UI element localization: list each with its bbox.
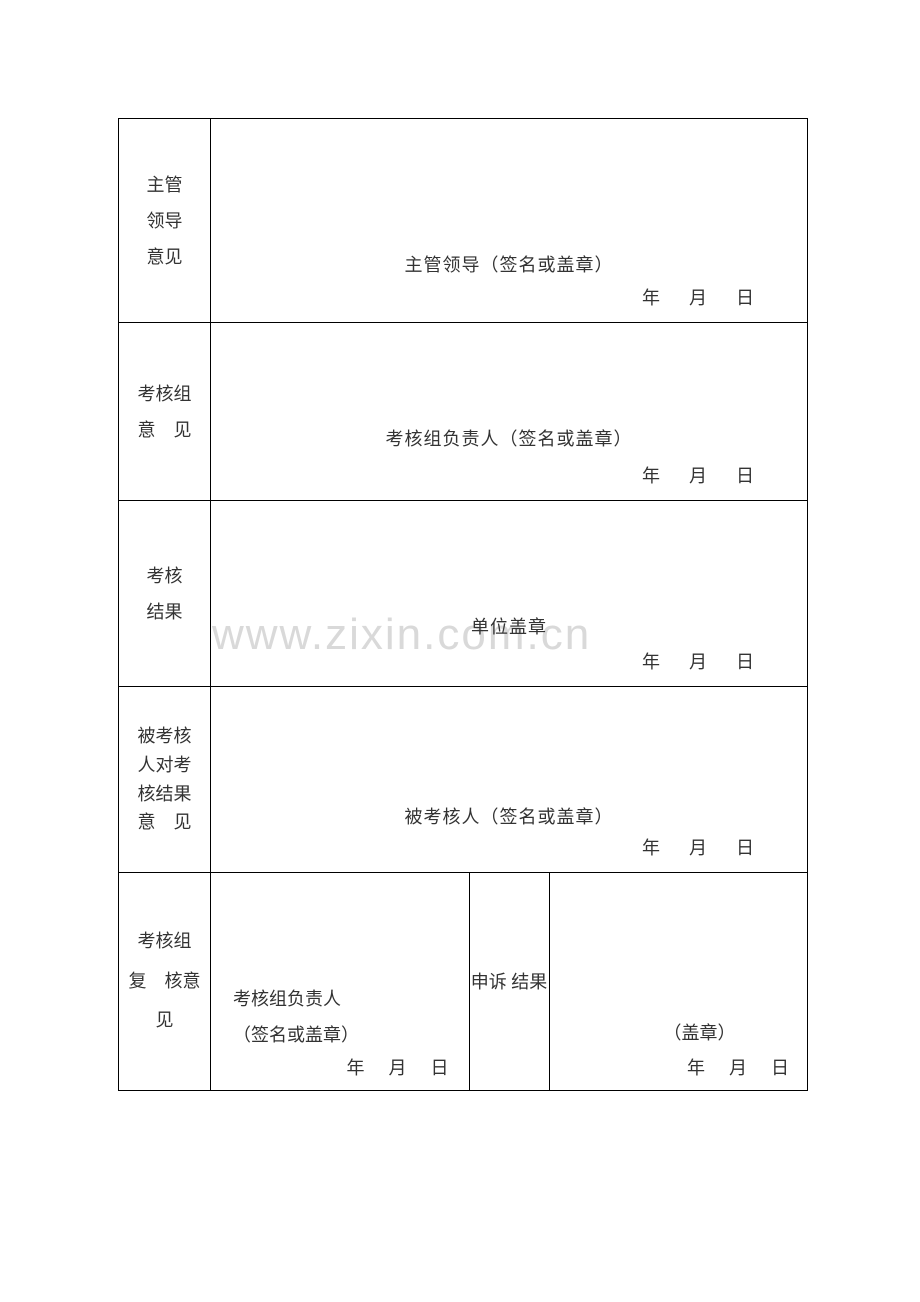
row2-date-line: 年月日 xyxy=(628,462,769,488)
row1-date-line: 年月日 xyxy=(628,284,769,310)
row1-date-day: 日 xyxy=(736,288,755,308)
row5-label-l3: 见 xyxy=(119,1001,210,1041)
row4-date-year: 年 xyxy=(642,838,661,858)
row3-date-year: 年 xyxy=(642,652,661,672)
row1-signature-text: 主管领导（签名或盖章） xyxy=(211,251,807,277)
row1-date-year: 年 xyxy=(642,288,661,308)
row2-label-l2: 意 见 xyxy=(119,412,210,448)
row3-label-l1: 考核 xyxy=(119,558,210,594)
row3-label-cell: 考核 结果 xyxy=(119,501,211,687)
row1-date-month: 月 xyxy=(689,288,708,308)
row1-label-l1: 主管 xyxy=(119,167,210,203)
row5-left-date-year: 年 xyxy=(347,1058,365,1078)
row5-left-sig-l1: 考核组负责人 xyxy=(233,981,359,1017)
row1-label-cell: 主管 领导 意见 xyxy=(119,119,211,323)
row5-left-content-cell: 考核组负责人 （签名或盖章） 年 月 日 xyxy=(211,873,470,1091)
row5-right-date-block: 年月日 xyxy=(675,1054,801,1080)
row2-date-day: 日 xyxy=(736,466,755,486)
row4-date-month: 月 xyxy=(689,838,708,858)
row5-left-date-month: 月 xyxy=(389,1058,407,1078)
row1-label-l3: 意见 xyxy=(119,239,210,275)
row5-left-date-block: 年月日 xyxy=(335,1054,461,1080)
row4-label-l4: 意 见 xyxy=(119,808,210,837)
row1-label-l2: 领导 xyxy=(119,203,210,239)
row2-label-l1: 考核组 xyxy=(119,376,210,412)
row5-mid-label-cell: 申诉 结果 xyxy=(469,873,549,1091)
row4-label-l2: 人对考 xyxy=(119,751,210,780)
row4-label-cell: 被考核 人对考 核结果 意 见 xyxy=(119,687,211,873)
row3-content-cell: 单位盖章 年 月 日 xyxy=(211,501,808,687)
row1-content-cell: 主管领导（签名或盖章） 年 月 日 xyxy=(211,119,808,323)
row3-date-day: 日 xyxy=(736,652,755,672)
row4-signature-text: 被考核人（签名或盖章） xyxy=(211,803,807,829)
row4-label-l1: 被考核 xyxy=(119,722,210,751)
appraisal-form-table: 主管 领导 意见 主管领导（签名或盖章） 年月日 考核组 意 见 考核组负责人（… xyxy=(118,118,808,1091)
row4-label-l3: 核结果 xyxy=(119,780,210,809)
row5-right-stamp-text: （盖章） xyxy=(664,1019,736,1045)
row3-signature-text: 单位盖章 xyxy=(211,613,807,639)
row5-right-content-cell: （盖章） 年 月 日 xyxy=(549,873,808,1091)
row5-label-cell: 考核组 复 核意 见 xyxy=(119,873,211,1091)
row4-date-line: 年月日 xyxy=(628,834,769,860)
row2-date-year: 年 xyxy=(642,466,661,486)
row2-signature-text: 考核组负责人（签名或盖章） xyxy=(211,425,807,451)
row2-content-cell: 考核组负责人（签名或盖章） 年 月 日 xyxy=(211,323,808,501)
row5-mid-label-l2: 结果 xyxy=(511,972,547,992)
row5-mid-label-l1: 申诉 xyxy=(471,972,507,992)
row5-label-l1: 考核组 xyxy=(119,922,210,962)
row2-date-month: 月 xyxy=(689,466,708,486)
row5-right-date-year: 年 xyxy=(687,1058,705,1078)
row2-label-cell: 考核组 意 见 xyxy=(119,323,211,501)
row5-left-date-day: 日 xyxy=(431,1058,449,1078)
row3-date-month: 月 xyxy=(689,652,708,672)
row4-date-day: 日 xyxy=(736,838,755,858)
row5-left-sig-l2: （签名或盖章） xyxy=(233,1017,359,1053)
row5-label-l2: 复 核意 xyxy=(119,962,210,1002)
row4-content-cell: 被考核人（签名或盖章） 年 月 日 xyxy=(211,687,808,873)
row5-right-date-month: 月 xyxy=(729,1058,747,1078)
row5-right-date-day: 日 xyxy=(771,1058,789,1078)
row3-label-l2: 结果 xyxy=(119,594,210,630)
row5-left-sig-block: 考核组负责人 （签名或盖章） xyxy=(233,981,359,1053)
row3-date-line: 年月日 xyxy=(628,648,769,674)
